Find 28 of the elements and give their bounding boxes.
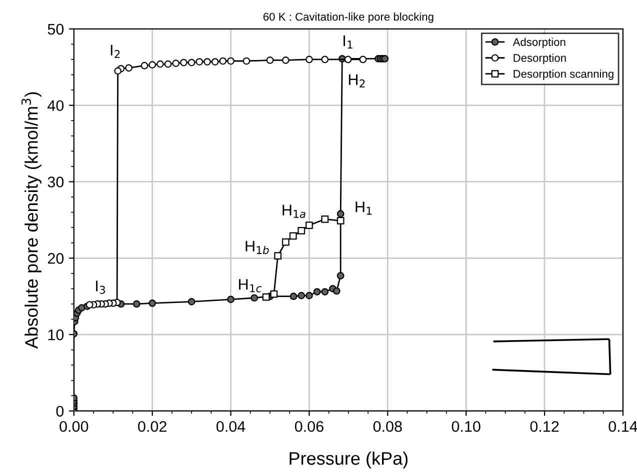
annotation: H$_{1b}$ (246, 240, 269, 254)
x-tick-label: 0.10 (452, 421, 480, 432)
annotation: H$_{1a}$ (282, 204, 306, 218)
x-axis-title: Pressure (kPa) (290, 452, 408, 468)
x-tick-label: 0.02 (138, 421, 166, 432)
y-axis-title: Absolute pore density (kmol/m$^{3}$) (21, 92, 42, 349)
annotation: I$_{1}$ (344, 35, 352, 48)
chart-title: 60 K : Cavitation-like pore blocking (263, 12, 434, 23)
annotation: I$_{2}$ (110, 44, 120, 58)
x-tick-label: 0.06 (294, 421, 324, 432)
y-tick-label: 20 (48, 253, 64, 264)
y-tick-label: 50 (48, 24, 64, 35)
x-tick-label: 0.00 (60, 421, 88, 432)
legend-label: Desorption (514, 54, 566, 64)
legend-label: Adsorption (512, 38, 566, 48)
x-tick-label: 0.12 (530, 421, 559, 432)
y-tick-label: 30 (48, 176, 64, 188)
y-tick-label: 10 (48, 329, 64, 340)
x-tick-label: 0.14 (608, 421, 637, 432)
legend-label: Desorption scanning (514, 70, 614, 80)
x-tick-label: 0.08 (373, 421, 402, 432)
y-tick-label: 40 (48, 100, 64, 112)
annotation: I$_{3}$ (96, 280, 105, 294)
annotation: H$_{1c}$ (239, 279, 262, 292)
annotation: H$_{2}$ (348, 74, 365, 88)
y-tick-label: 0 (56, 406, 64, 417)
x-tick-label: 0.04 (216, 421, 246, 432)
annotation: H$_{1}$ (356, 202, 372, 215)
